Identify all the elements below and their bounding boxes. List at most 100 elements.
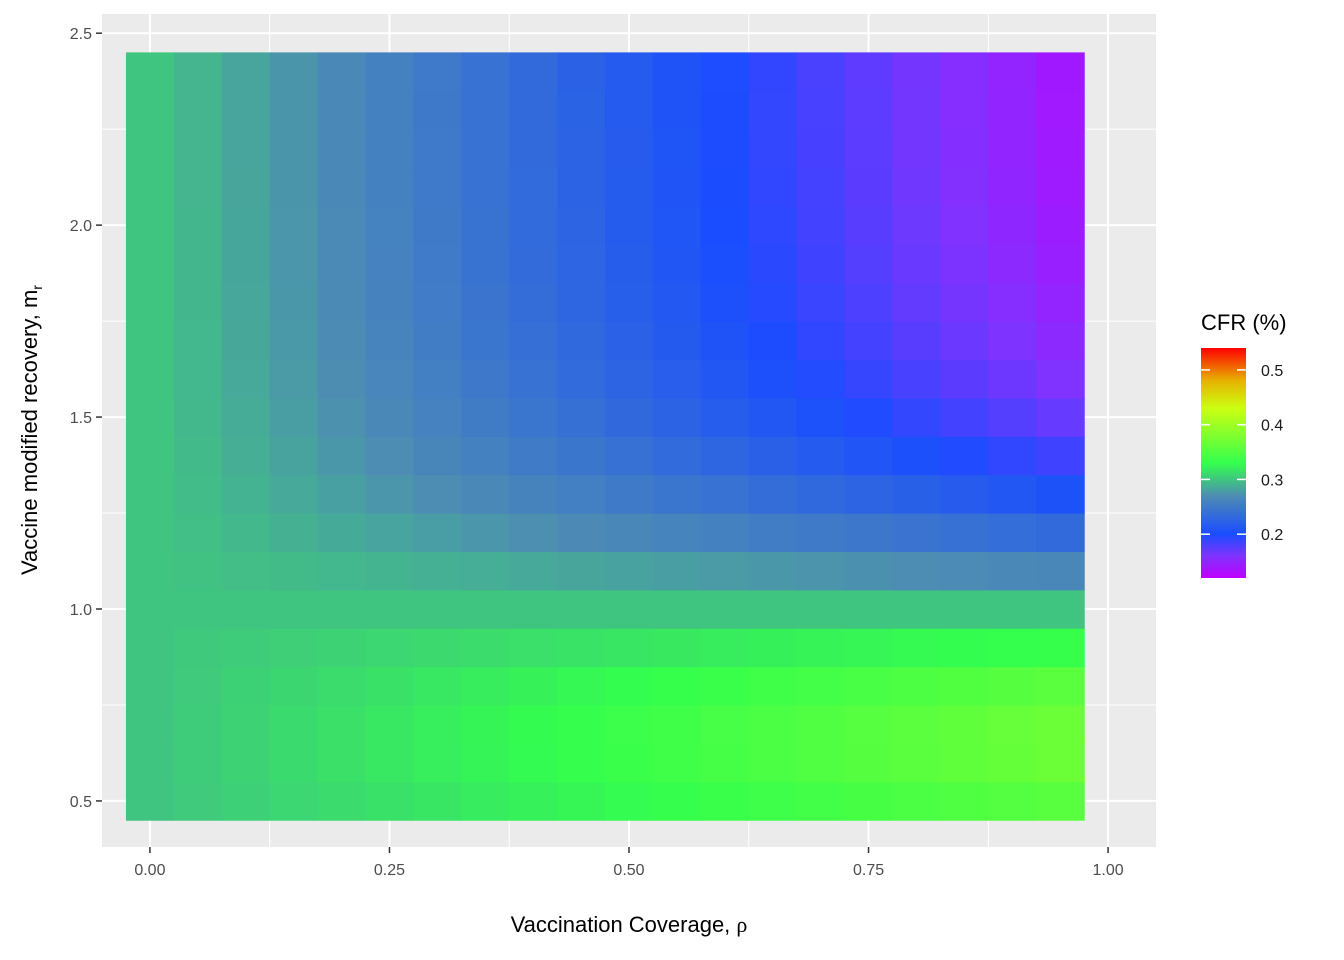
heatmap-tile [605, 282, 654, 322]
heatmap-tile [844, 628, 894, 668]
heatmap-tile [173, 90, 223, 130]
heatmap-tile [221, 743, 271, 783]
heatmap-tile [748, 474, 798, 514]
heatmap-tile [700, 321, 750, 361]
heatmap-tile [1036, 436, 1085, 476]
heatmap-tile [557, 551, 606, 591]
heatmap-tile [173, 628, 223, 668]
heatmap-tile [221, 282, 271, 322]
heatmap-tile [509, 90, 558, 130]
heatmap-tile [748, 359, 798, 399]
heatmap-tile [221, 205, 271, 245]
heatmap-tile [317, 513, 367, 553]
heatmap-tile [892, 781, 942, 821]
heatmap-tile [892, 704, 942, 744]
heatmap-tile [221, 666, 271, 706]
heatmap-tile [605, 397, 654, 437]
legend-label: 0.4 [1261, 418, 1283, 435]
heatmap-tile [461, 474, 510, 514]
heatmap-tile [940, 666, 989, 706]
heatmap-tile [509, 205, 558, 245]
heatmap-tile [557, 205, 606, 245]
heatmap-tile [125, 628, 175, 668]
heatmap-tile [892, 666, 942, 706]
heatmap-tile [413, 704, 462, 744]
heatmap-tile [796, 52, 846, 92]
heatmap-tile [269, 205, 319, 245]
heatmap-tile [700, 167, 750, 207]
heatmap-tile [844, 551, 894, 591]
heatmap-tile [796, 205, 846, 245]
heatmap-tile [652, 666, 702, 706]
y-axis-title: Vaccine modified recovery, mr [17, 285, 45, 575]
heatmap-tile [940, 551, 989, 591]
heatmap-tile [557, 282, 606, 322]
heatmap-tile [125, 474, 175, 514]
heatmap-tile [317, 321, 367, 361]
heatmap-tile [700, 359, 750, 399]
heatmap-tile [988, 589, 1037, 629]
heatmap-tile [940, 167, 989, 207]
heatmap-tile [125, 589, 175, 629]
heatmap-tile [461, 781, 510, 821]
heatmap-tile [413, 513, 462, 553]
heatmap-tile [652, 781, 702, 821]
heatmap-tile [1036, 743, 1085, 783]
heatmap-tile [892, 589, 942, 629]
heatmap-tile [221, 628, 271, 668]
heatmap-tile [221, 90, 271, 130]
heatmap-tile [1036, 513, 1085, 553]
heatmap-tile [652, 474, 702, 514]
heatmap-tile [796, 244, 846, 284]
heatmap-tile [557, 436, 606, 476]
heatmap-tile [892, 244, 942, 284]
heatmap-tile [748, 244, 798, 284]
heatmap-tile [940, 282, 989, 322]
heatmap-tile [125, 359, 175, 399]
heatmap-tile [413, 52, 462, 92]
x-tick-label: 1.00 [1093, 862, 1124, 879]
heatmap-tile [652, 513, 702, 553]
heatmap-tile [652, 167, 702, 207]
heatmap-tile [317, 397, 367, 437]
heatmap-tile [940, 704, 989, 744]
heatmap-tile [269, 52, 319, 92]
heatmap-tile [748, 781, 798, 821]
heatmap-tile [748, 589, 798, 629]
heatmap-tile [173, 551, 223, 591]
heatmap-tile [365, 205, 415, 245]
heatmap-tile [796, 743, 846, 783]
heatmap-tile [125, 282, 175, 322]
heatmap-tile [988, 52, 1037, 92]
heatmap-tile [317, 551, 367, 591]
heatmap-tile [652, 282, 702, 322]
heatmap-tile [173, 282, 223, 322]
heatmap-tile [221, 474, 271, 514]
y-axis: 0.5 1.0 1.5 2.0 2.5 [70, 26, 102, 811]
heatmap-tile [700, 474, 750, 514]
heatmap-tile [221, 551, 271, 591]
heatmap-tile [365, 321, 415, 361]
heatmap-tile [940, 244, 989, 284]
heatmap-tile [269, 282, 319, 322]
y-tick-label: 1.0 [70, 602, 92, 619]
heatmap-tile [940, 513, 989, 553]
legend-title: CFR (%) [1201, 310, 1287, 335]
heatmap-tile [844, 321, 894, 361]
heatmap-tile [748, 90, 798, 130]
x-axis: 0.00 0.25 0.50 0.75 1.00 [134, 847, 1124, 879]
heatmap-tile [461, 704, 510, 744]
heatmap-tile [652, 205, 702, 245]
heatmap-tile [652, 589, 702, 629]
legend-label: 0.2 [1261, 527, 1283, 544]
heatmap-tile [1036, 781, 1085, 821]
heatmap-tile [413, 781, 462, 821]
heatmap-tile [940, 321, 989, 361]
heatmap-tile [844, 704, 894, 744]
heatmap-tile [221, 167, 271, 207]
heatmap-tile [557, 666, 606, 706]
heatmap-tile [413, 474, 462, 514]
heatmap-tile [413, 666, 462, 706]
heatmap-tile [509, 628, 558, 668]
heatmap-tile [461, 666, 510, 706]
